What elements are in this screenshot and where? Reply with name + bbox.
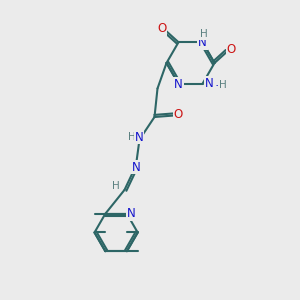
Text: O: O bbox=[227, 43, 236, 56]
Text: N: N bbox=[134, 130, 143, 144]
Text: N: N bbox=[198, 36, 207, 49]
Text: N: N bbox=[174, 78, 183, 91]
Text: N: N bbox=[205, 77, 214, 90]
Text: H: H bbox=[128, 132, 136, 142]
Text: H: H bbox=[112, 181, 120, 191]
Text: N: N bbox=[127, 207, 136, 220]
Text: O: O bbox=[157, 22, 166, 35]
Text: H: H bbox=[200, 29, 208, 39]
Text: O: O bbox=[174, 108, 183, 122]
Text: –: – bbox=[215, 81, 220, 90]
Text: H: H bbox=[219, 80, 227, 90]
Text: N: N bbox=[132, 160, 141, 174]
